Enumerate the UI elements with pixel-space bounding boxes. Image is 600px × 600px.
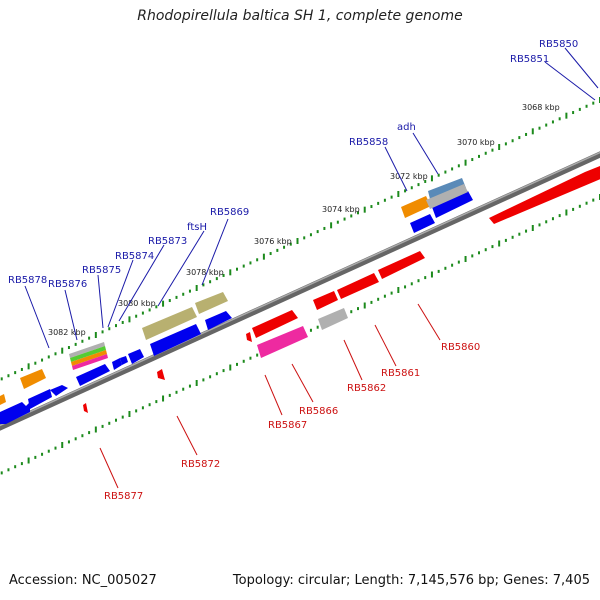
multicolor-feature[interactable] — [72, 354, 108, 370]
gene-feature[interactable] — [378, 251, 425, 279]
gene-label[interactable]: ftsH — [187, 222, 207, 233]
orange-feature[interactable] — [401, 196, 431, 218]
gene-label[interactable]: RB5862 — [347, 383, 386, 394]
kbp-label: 3076 kbp — [254, 237, 292, 246]
gene-feature[interactable] — [120, 356, 128, 365]
gene-feature[interactable] — [246, 332, 252, 342]
multicolor-feature[interactable] — [71, 350, 107, 366]
gene-feature[interactable] — [252, 310, 298, 338]
genome-summary: Topology: circular; Length: 7,145,576 bp… — [232, 573, 590, 588]
upper-tick-row — [0, 97, 600, 381]
orange-feature[interactable] — [20, 369, 46, 389]
gene-feature[interactable] — [76, 364, 110, 386]
bottom-leader-lines — [99, 303, 441, 489]
gene-label[interactable]: RB5878 — [8, 275, 47, 286]
gene-feature[interactable] — [128, 349, 144, 364]
kbp-label: 3078 kbp — [186, 268, 224, 277]
gene-label[interactable]: RB5850 — [539, 39, 578, 50]
kbp-label: 3074 kbp — [322, 205, 360, 214]
gene-label[interactable]: RB5851 — [510, 54, 549, 65]
gene-feature[interactable] — [205, 311, 232, 330]
gene-label[interactable]: RB5858 — [349, 137, 388, 148]
gene-feature[interactable] — [28, 389, 52, 409]
gene-feature[interactable] — [0, 402, 30, 424]
grey-feature[interactable] — [426, 184, 468, 209]
grey-feature[interactable] — [318, 308, 348, 330]
multicolor-feature[interactable] — [70, 346, 106, 362]
top-leader-lines — [24, 47, 599, 349]
gene-label[interactable]: RB5869 — [210, 207, 249, 218]
kbp-label: 3082 kbp — [48, 328, 86, 337]
accession-text: Accession: NC_005027 — [9, 573, 157, 588]
gene-feature[interactable] — [150, 324, 201, 356]
gene-label[interactable]: RB5877 — [104, 491, 143, 502]
kbp-label: 3068 kbp — [522, 103, 560, 112]
forward-strand-genes — [0, 191, 473, 424]
gene-label[interactable]: RB5875 — [82, 265, 121, 276]
gene-label[interactable]: RB5867 — [268, 420, 307, 431]
pink-feature[interactable] — [257, 326, 308, 358]
gene-feature[interactable] — [157, 369, 165, 380]
gene-label[interactable]: RB5874 — [115, 251, 154, 262]
gene-label[interactable]: RB5861 — [381, 368, 420, 379]
olive-feature[interactable] — [142, 307, 197, 340]
genome-backbone — [0, 151, 600, 431]
gene-feature[interactable] — [83, 403, 88, 413]
gene-feature[interactable] — [112, 358, 122, 370]
multicolor-feature[interactable] — [69, 342, 105, 358]
kbp-label: 3070 kbp — [457, 138, 495, 147]
gene-feature[interactable] — [313, 291, 338, 310]
orange-feature[interactable] — [0, 394, 6, 405]
genome-title: Rhodopirellula baltica SH 1, complete ge… — [137, 8, 463, 24]
kbp-label: 3080 kbp — [118, 299, 156, 308]
kbp-label: 3072 kbp — [390, 172, 428, 181]
gene-label[interactable]: RB5866 — [299, 406, 338, 417]
gene-feature[interactable] — [337, 273, 379, 299]
gene-label[interactable]: RB5872 — [181, 459, 220, 470]
gene-feature[interactable] — [489, 162, 600, 224]
gene-label[interactable]: RB5860 — [441, 342, 480, 353]
misc-features — [0, 178, 468, 405]
gene-feature[interactable] — [410, 214, 435, 233]
gene-feature[interactable] — [50, 385, 68, 396]
reverse-strand-genes — [83, 162, 600, 413]
gene-feature[interactable] — [432, 191, 473, 218]
gene-label[interactable]: RB5876 — [48, 279, 87, 290]
gene-label[interactable]: adh — [397, 122, 416, 133]
gene-label[interactable]: RB5873 — [148, 236, 187, 247]
olive-feature[interactable] — [195, 292, 228, 314]
